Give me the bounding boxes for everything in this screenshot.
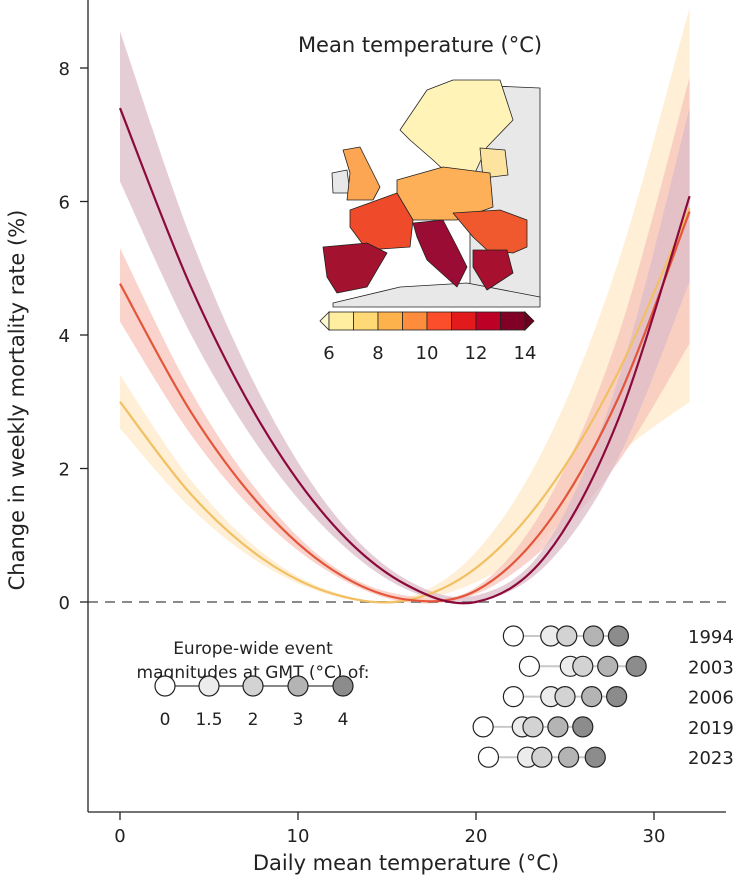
map-ireland [331,169,351,194]
event-row-2023: 2023 [477,746,734,769]
x-tick-label: 20 [465,826,488,847]
event-year-label: 2006 [688,688,734,709]
event-dot [554,685,576,708]
colorbar-tick-label: 12 [465,343,488,364]
event-dot [556,625,578,647]
legend-dots: 0 1.5 2 3 4 [154,675,354,730]
legend-dot-label: 3 [293,710,304,730]
y-tick-label: 8 [59,59,70,80]
event-dot [547,716,569,738]
map-iberia [322,242,388,294]
x-tick-label: 0 [114,826,125,847]
event-dot [584,746,606,768]
map-baltics [479,147,509,179]
event-row-2019: 2019 [472,716,734,739]
event-year-label: 1994 [688,627,734,648]
event-dot [472,716,494,738]
event-dot [606,685,628,708]
y-tick-label: 6 [59,193,70,214]
y-ticks: 0 2 4 6 8 [59,59,88,614]
legend-dot-gmt-4 [332,675,354,697]
event-year-label: 2003 [688,657,734,678]
event-dot [582,625,605,647]
event-dot [522,716,544,738]
event-dot [502,625,524,647]
event-dot [572,716,594,738]
x-ticks: 0 10 20 30 [114,812,665,847]
colorbar-bin [402,311,428,331]
event-year-label: 2019 [688,718,734,739]
legend-title-line1: Europe-wide event [173,639,333,659]
event-row-1994: 1994 [502,625,734,648]
colorbar-max-arrow [524,311,535,331]
colorbar-tick-label: 14 [514,343,537,364]
confidence-bands [120,7,690,604]
colorbar-tick-label: 10 [416,343,439,364]
map-italy [412,219,468,288]
map-uk [342,146,381,201]
event-dot [607,625,630,647]
series-line-0 [119,207,691,604]
colorbar-ticks: 6 8 10 12 14 [323,343,536,364]
event-dot [531,746,553,768]
event-row-2006: 2006 [502,685,734,709]
legend-dot-gmt-1.5 [198,675,220,697]
event-dot [557,746,580,768]
colorbar-bin [451,311,477,331]
x-axis-label: Daily mean temperature (°C) [253,851,559,875]
legend-dot-label: 1.5 [195,710,222,730]
series-lines [118,107,691,605]
colorbar-bin [500,311,526,331]
y-tick-label: 0 [59,593,70,614]
event-dot [502,685,524,708]
y-tick-label: 2 [59,460,70,481]
colorbar [319,311,535,331]
legend-dot-label: 0 [160,710,171,730]
colorbar-tick-label: 6 [323,343,334,364]
event-dot [572,655,594,677]
event-year-label: 2023 [688,748,734,769]
event-dot [581,685,603,708]
legend-dot-gmt-2 [242,675,264,697]
x-tick-label: 10 [287,826,310,847]
event-dot [518,655,541,677]
legend-dot-label: 4 [338,710,349,730]
x-tick-label: 30 [643,826,666,847]
legend-dot-gmt-3 [287,675,309,697]
event-legend: Europe-wide event magnitudes at GMT (°C)… [137,639,370,730]
event-dot [477,746,500,768]
event-dot [625,655,647,677]
colorbar-bin [328,311,354,331]
legend-title-line2: magnitudes at GMT (°C) of: [137,663,370,683]
colorbar-tick-label: 8 [372,343,383,364]
colorbar-bin [426,311,452,331]
colorbar-bin [353,311,379,331]
inset-map: Mean temperature (°C) 6 8 10 12 14 [298,33,542,364]
map-balkans [452,209,528,254]
event-dot [597,655,619,677]
legend-dot-label: 2 [248,710,259,730]
legend-dot-gmt-0 [154,675,176,697]
colorbar-min-arrow [319,311,330,331]
series-line-2 [118,107,691,605]
confidence-band-0 [120,7,690,603]
colorbar-bin [475,311,501,331]
y-axis-label: Change in weekly mortality rate (%) [5,210,29,591]
map-title: Mean temperature (°C) [298,33,542,57]
event-row-2003: 2003 [518,655,734,678]
y-tick-label: 4 [59,326,70,347]
event-dot-rows: 1994 2003 2006 2019 2023 [472,625,734,769]
map-greece [472,249,514,291]
series-line-1 [119,211,691,603]
map-france [349,192,414,251]
colorbar-bin [377,311,403,331]
